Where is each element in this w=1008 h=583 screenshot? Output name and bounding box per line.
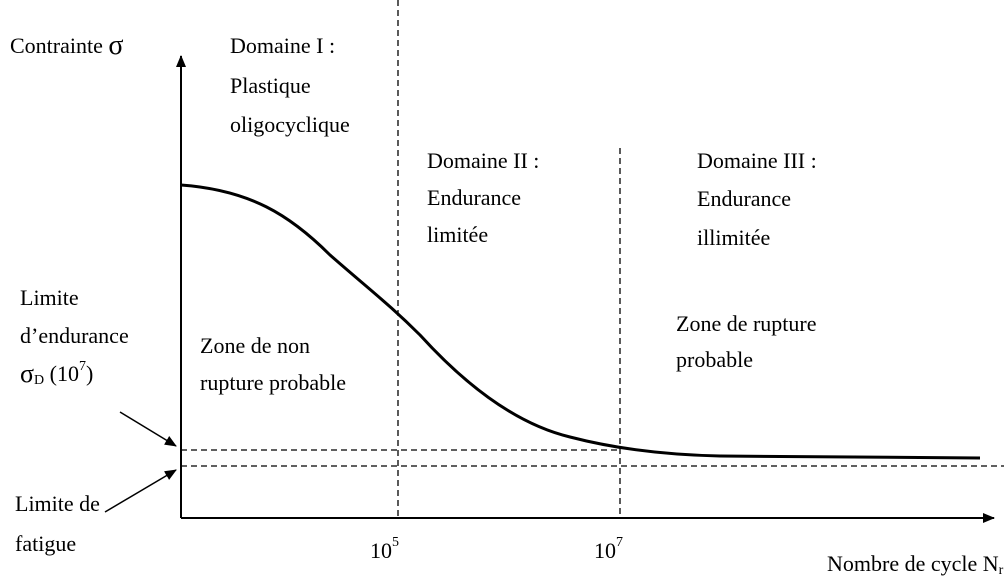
zone-text: probable [676, 347, 753, 372]
domain-text: Domaine II : [427, 148, 539, 173]
y-axis-label: Contrainte σ [10, 30, 123, 61]
zone-text: Zone de non [200, 333, 310, 358]
domain-text: limitée [427, 222, 488, 247]
endurance-symbol: σD (107) [20, 359, 93, 388]
domain-text: oligocyclique [230, 112, 350, 137]
domain-text: Domaine I : [230, 33, 335, 58]
arrow [119, 411, 177, 447]
arrow [104, 469, 177, 513]
x-tick-label: 107 [594, 535, 623, 563]
fatigue-text: Limite de [15, 491, 100, 516]
domain-text: illimitée [697, 225, 770, 250]
domain-text: Domaine III : [697, 148, 817, 173]
fatigue-text: fatigue [15, 531, 76, 556]
zone-text: rupture probable [200, 370, 346, 395]
domain-text: Endurance [427, 185, 521, 210]
wohler-curve [180, 183, 981, 460]
zone-text: Zone de rupture [676, 311, 817, 336]
endurance-text: d’endurance [20, 323, 129, 348]
endurance-text: Limite [20, 285, 79, 310]
domain-text: Plastique [230, 73, 311, 98]
x-axis-label: Nombre de cycle Nr [827, 551, 1004, 578]
x-tick-label: 105 [370, 535, 399, 563]
domain-text: Endurance [697, 186, 791, 211]
